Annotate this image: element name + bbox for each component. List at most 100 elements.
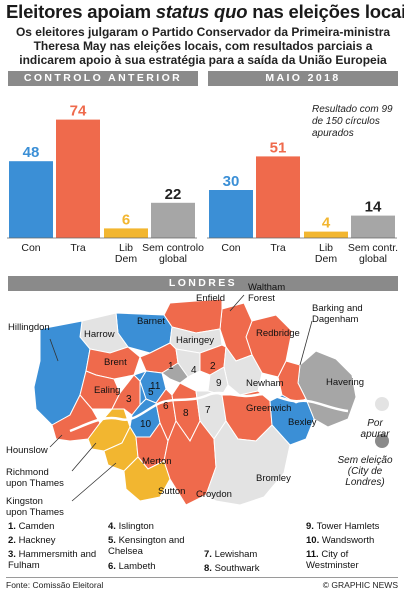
borough-list-num: 6. [108,561,119,572]
label-bromley: Bromley [256,473,291,484]
results-annotation: Resultado com 99 de 150 círculos apurado… [312,104,393,139]
leader-hounslow [49,434,63,448]
curr-value-4: 14 [365,199,382,216]
label-kingston-2: upon Thames [6,507,64,518]
borough-list-name: City of Westminster [306,549,359,571]
headline-part1: Eleitores apoiam [6,1,156,22]
borough-islington [175,348,201,378]
leader-barking [299,320,313,366]
prev-value-2: 74 [70,103,87,120]
curr-label-3-1: Lib [319,242,333,254]
legend-pending-1: Por [367,418,383,429]
curr-label-2-1: Tra [270,242,286,254]
curr-bar-4 [351,215,395,238]
label-ealing: Ealing [94,385,121,396]
map-num-3: 3 [126,394,132,405]
label-kingston-1: Kingston [6,496,43,507]
borough-list-name: Kensington and Chelsea [108,535,185,557]
prev-bar-1 [9,161,53,238]
label-harrow: Harrow [84,329,115,340]
curr-bar-1 [209,190,253,238]
borough-list-num: 2. [8,535,19,546]
label-waltham-1: Waltham [248,282,286,293]
legend-pending: Por apurar [350,418,400,440]
leader-hillingdon [49,338,59,362]
prev-label-4-2: global [159,253,187,265]
borough-list-name: Islington [118,521,154,532]
curr-label-3-2: Dem [315,253,337,265]
leader-waltham [229,294,245,312]
legend-pending-2: apurar [360,429,390,440]
map-num-9: 9 [216,378,222,389]
borough-list-num: 10. [306,535,322,546]
may-2018-header: MAIO 2018 [208,71,398,86]
borough-list-name: Tower Hamlets [316,521,380,532]
credit: © GRAPHIC NEWS [322,580,398,590]
map-num-4: 4 [191,365,197,376]
borough-tower-hamlets [207,366,229,396]
prev-value-3: 6 [122,211,130,228]
prev-label-1-1: Con [21,242,40,254]
headline: Eleitores apoiam status quo nas eleições… [6,1,404,23]
borough-list-item-8: 8. Southwark [204,563,300,574]
label-barnet: Barnet [137,316,165,327]
label-hillingdon: Hillingdon [8,322,50,333]
map-num-7: 7 [205,405,211,416]
borough-list-item-9: 9. Tower Hamlets [306,521,402,532]
borough-list-num: 3. [8,549,19,560]
borough-list-name: Lewisham [214,549,258,560]
prev-bar-3 [104,228,148,238]
curr-value-3: 4 [322,215,331,232]
borough-list-item-11: 11. City of Westminster [306,549,402,571]
borough-list-num: 9. [306,521,317,532]
borough-list-num: 4. [108,521,119,532]
curr-label-4-2: global [359,253,387,265]
curr-value-1: 30 [223,173,240,190]
prev-value-1: 48 [23,144,40,161]
label-havering: Havering [326,377,365,388]
prev-label-3-1: Lib [119,242,133,254]
legend-no-election-1: Sem eleição [337,455,393,466]
label-greenwich: Greenwich [246,403,292,414]
borough-list-num: 5. [108,535,119,546]
map-num-10: 10 [140,419,152,430]
borough-list-item-3: 3. Hammersmith and Fulham [8,549,104,571]
borough-list-name: Southwark [214,563,260,574]
label-barking-2: Dagenham [312,314,359,325]
prev-label-2-1: Tra [70,242,86,254]
borough-city [161,362,189,384]
map-num-11: 11 [150,381,161,392]
curr-value-2: 51 [270,139,287,156]
label-enfield: Enfield [196,293,226,304]
river-thames [69,391,349,433]
no-election-legend-dot [375,434,389,448]
curr-bar-3 [304,231,348,238]
borough-list-name: Hammersmith and Fulham [8,549,97,571]
map-num-8: 8 [183,408,189,419]
leader-richmond [71,442,97,472]
label-richmond-2: upon Thames [6,478,64,489]
borough-list-item-10: 10. Wandsworth [306,535,402,546]
borough-list-item-7: 7. Lewisham [204,549,300,560]
map-num-5: 5 [148,387,154,398]
leader-kingston [71,462,117,502]
london-map: 1 2 3 4 5 6 7 8 9 10 11 [33,294,389,506]
map-num-1: 1 [168,361,174,372]
pending-legend-dot [375,397,389,411]
borough-list-name: Wandsworth [321,535,375,546]
curr-bar-2 [256,156,300,238]
borough-list-num: 1. [8,521,19,532]
borough-list-name: Camden [18,521,55,532]
label-waltham-2: Forest [248,293,275,304]
borough-list-num: 8. [204,563,215,574]
label-haringey: Haringey [176,335,215,346]
borough-list-num: 7. [204,549,215,560]
footer-divider [6,577,398,578]
subhead: Os eleitores julgaram o Partido Conserva… [15,25,391,67]
borough-list-item-4: 4. Islington [108,521,204,532]
borough-list-num: 11. [306,549,322,560]
london-header: LONDRES [8,276,398,291]
label-sutton: Sutton [158,486,186,497]
